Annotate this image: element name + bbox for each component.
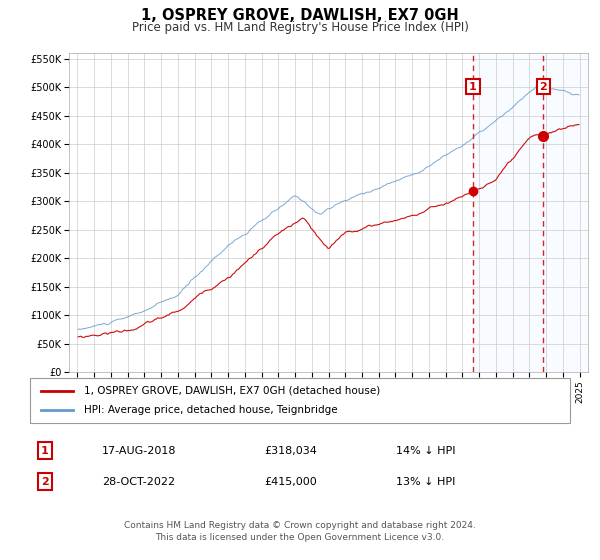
Text: 13% ↓ HPI: 13% ↓ HPI [396,477,455,487]
Text: 2: 2 [41,477,49,487]
Text: 1: 1 [469,82,477,92]
Text: 14% ↓ HPI: 14% ↓ HPI [396,446,455,456]
Text: 17-AUG-2018: 17-AUG-2018 [102,446,176,456]
Text: Price paid vs. HM Land Registry's House Price Index (HPI): Price paid vs. HM Land Registry's House … [131,21,469,34]
Text: Contains HM Land Registry data © Crown copyright and database right 2024.: Contains HM Land Registry data © Crown c… [124,521,476,530]
Text: 1, OSPREY GROVE, DAWLISH, EX7 0GH (detached house): 1, OSPREY GROVE, DAWLISH, EX7 0GH (detac… [84,385,380,395]
FancyBboxPatch shape [30,378,570,423]
Text: 1: 1 [41,446,49,456]
Text: HPI: Average price, detached house, Teignbridge: HPI: Average price, detached house, Teig… [84,405,338,416]
Text: This data is licensed under the Open Government Licence v3.0.: This data is licensed under the Open Gov… [155,533,445,542]
Text: 2: 2 [539,82,547,92]
Text: £318,034: £318,034 [264,446,317,456]
Text: £415,000: £415,000 [264,477,317,487]
Bar [473,53,600,372]
Text: 28-OCT-2022: 28-OCT-2022 [102,477,175,487]
Text: 1, OSPREY GROVE, DAWLISH, EX7 0GH: 1, OSPREY GROVE, DAWLISH, EX7 0GH [141,8,459,24]
